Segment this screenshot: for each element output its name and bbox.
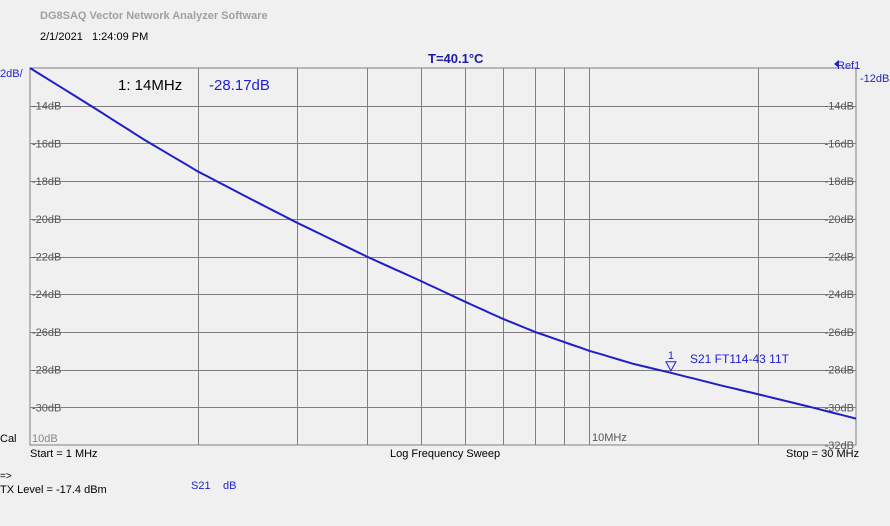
y-tick-label-left: -14dB xyxy=(32,101,61,113)
arrow-indicator: => xyxy=(0,471,12,482)
y-tick-label-left: -24dB xyxy=(32,289,61,301)
y-axis-right: -14dB -16dB -18dB -20dB -22dB -24dB -26dB -28dB… xyxy=(825,101,854,452)
marker-number: 1 xyxy=(668,350,674,362)
y-tick-label-left: -18dB xyxy=(32,176,61,188)
marker-readout-value: -28.17dB xyxy=(209,77,270,94)
s21-trace xyxy=(30,68,856,419)
y-tick-label-left: -20dB xyxy=(32,214,61,226)
stop-freq: Stop = 30 MHz xyxy=(786,448,859,460)
unit-label: dB xyxy=(223,480,236,492)
y-axis-left: -14dB -16dB -18dB -20dB -22dB -24dB -26dB -28dB… xyxy=(32,101,61,415)
marker-readout-freq: 1: 14MHz xyxy=(118,77,182,94)
freq-overlap-label: 10dB xyxy=(32,433,58,445)
y-tick-label-right: -16dB xyxy=(825,138,854,150)
y-tick-label-right: -24dB xyxy=(825,289,854,301)
y-tick-label-right: -14dB xyxy=(825,101,854,113)
marker-triangle-icon xyxy=(666,362,676,371)
start-freq: Start = 1 MHz xyxy=(30,448,98,460)
y-tick-label-left: -26dB xyxy=(32,327,61,339)
param-label: S21 xyxy=(191,480,211,492)
cal-label: Cal xyxy=(0,433,17,445)
freq-10mhz-label: 10MHz xyxy=(592,432,627,444)
y-tick-label-right: -20dB xyxy=(825,214,854,226)
y-tick-label-right: -26dB xyxy=(825,327,854,339)
y-tick-label-right: -22dB xyxy=(825,252,854,264)
ref-label: Ref1 xyxy=(837,60,860,72)
y-tick-label-left: -30dB xyxy=(32,402,61,414)
y-tick-label-right: -28dB xyxy=(825,365,854,377)
tx-level: TX Level = -17.4 dBm xyxy=(0,484,107,496)
ref-value: -12dB xyxy=(860,73,889,85)
trace-label: S21 FT114-43 11T xyxy=(690,352,790,366)
y-tick-label-left: -28dB xyxy=(32,365,61,377)
marker-1[interactable]: 1 xyxy=(666,350,676,371)
y-tick-label-right: -18dB xyxy=(825,176,854,188)
y-tick-label-left: -22dB xyxy=(32,252,61,264)
y-tick-label-left: -16dB xyxy=(32,138,61,150)
scale-label: 2dB/ xyxy=(0,68,24,80)
sweep-mode: Log Frequency Sweep xyxy=(390,448,500,460)
